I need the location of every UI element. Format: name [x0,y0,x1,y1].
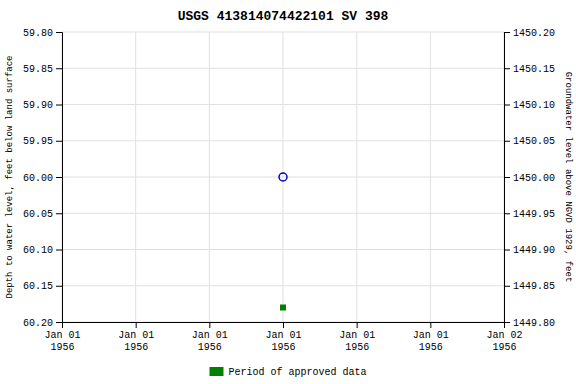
tick: 1450.00 [504,173,555,184]
legend: Period of approved data [209,367,366,378]
tick-mark [283,322,284,328]
tick-label: Jan 011956 [44,330,80,353]
tick-mark [209,322,210,328]
tick-label: 60.20 [23,318,53,329]
tick-label: Jan 011956 [339,330,375,353]
tick: 1450.20 [504,28,555,39]
tick-label: 59.95 [23,136,53,147]
tick: 60.00 [23,173,62,184]
tick-mark [56,286,62,287]
tick-label: 60.00 [23,173,53,184]
tick-label: 60.05 [23,209,53,220]
tick: 59.90 [23,100,62,111]
tick-mark [504,177,510,178]
tick-label: 1449.80 [513,318,555,329]
tick: 60.20 [23,318,62,329]
tick-mark [56,213,62,214]
tick: 59.85 [23,64,62,75]
tick-label: Jan 011956 [413,330,449,353]
tick-mark [430,322,431,328]
grid-line [62,104,504,105]
legend-swatch [209,367,223,376]
marks [279,173,287,311]
tick-label: 59.80 [23,28,53,39]
axis: 1450.20 1450.15 1450.10 1450.05 1450.00 1449.… [504,28,555,329]
tick: 60.10 [23,245,62,256]
legend-item: Period of approved data [209,367,366,378]
axis-title: Depth to water level, feet below land su… [5,55,15,298]
axis-line [63,323,505,329]
tick-mark [56,105,62,106]
tick: Jan 011956 [118,322,154,353]
tick-mark [504,213,510,214]
tick-label: 59.85 [23,64,53,75]
title: USGS 413814074422101 SV 398 [178,9,389,24]
axis: Jan 011956 Jan 011956 Jan 011956 Jan 011956… [44,322,522,353]
grid-line [62,140,504,141]
grid-line [62,213,504,214]
tick: 59.80 [23,28,62,39]
axis-line [505,33,511,323]
legend-label: Period of approved data [228,367,366,378]
tick: 1450.10 [504,100,555,111]
tick-mark [504,322,510,323]
grid-line [62,32,504,33]
tick-mark [504,68,510,69]
tick-label: 60.15 [23,281,53,292]
tick: Jan 011956 [339,322,375,353]
grid-line [62,285,504,286]
tick-mark [357,322,358,328]
axis: 59.80 59.85 59.90 59.95 60.00 60.05 60.10 60.15… [23,28,63,329]
tick-label: Jan 021956 [486,330,522,353]
grid [62,32,504,322]
plot: Jan 011956 Jan 011956 Jan 011956 Jan 011956… [5,28,573,353]
tick-mark [56,68,62,69]
axis-title: Groundwater level above NGVD 1929, feet [563,72,573,283]
tick: 60.15 [23,281,62,292]
grid-line [62,249,504,250]
tick: 1449.90 [504,245,555,256]
tick-label: 1450.20 [513,28,555,39]
tick: 1450.15 [504,64,555,75]
tick-label: Jan 011956 [118,330,154,353]
tick-mark [56,141,62,142]
tick: 1449.85 [504,281,555,292]
point [280,305,286,311]
tick: 1450.05 [504,136,555,147]
tick-label: 1449.95 [513,209,555,220]
tick-label: 1449.90 [513,245,555,256]
axis-line [56,33,63,323]
tick: Jan 011956 [192,322,228,353]
tick-mark [504,32,510,33]
tick: Jan 011956 [265,322,301,353]
tick-mark [56,250,62,251]
tick: 1449.95 [504,209,555,220]
grid-line [62,177,504,178]
tick-label: 1450.10 [513,100,555,111]
tick-mark [136,322,137,328]
tick-label: 1450.15 [513,64,555,75]
tick-label: 1450.00 [513,173,555,184]
tick: 60.05 [23,209,62,220]
tick-mark [504,250,510,251]
tick-label: Jan 011956 [265,330,301,353]
chart: Jan 011956 Jan 011956 Jan 011956 Jan 011956… [0,0,576,384]
tick-label: 1450.05 [513,136,555,147]
tick-mark [504,105,510,106]
tick-label: 60.10 [23,245,53,256]
tick-mark [504,286,510,287]
tick: 59.95 [23,136,62,147]
tick-mark [504,141,510,142]
tick: 1449.80 [504,318,555,329]
tick-mark [56,177,62,178]
tick-label: 1449.85 [513,281,555,292]
grid-line [62,68,504,69]
point [279,173,287,181]
tick: Jan 011956 [413,322,449,353]
tick-mark [56,32,62,33]
tick-label: Jan 011956 [192,330,228,353]
tick-mark [56,322,62,323]
tick-label: 59.90 [23,100,53,111]
